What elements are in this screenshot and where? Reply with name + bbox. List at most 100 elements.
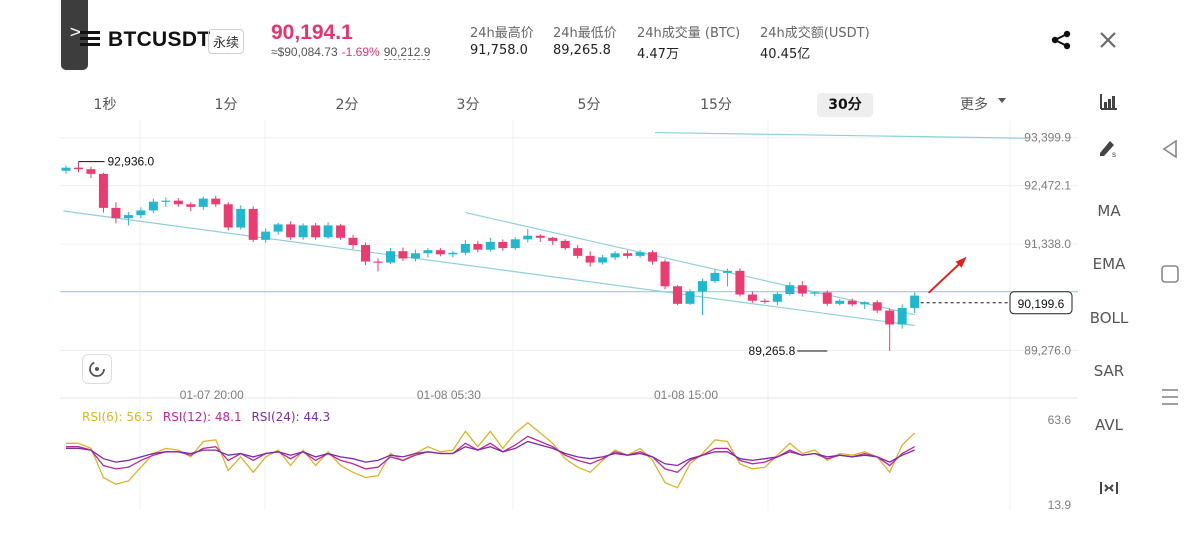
candle-body — [648, 252, 658, 262]
price-axis-label: 91,338.0 — [1024, 237, 1071, 251]
candle-body — [336, 225, 346, 238]
close-icon[interactable] — [1098, 30, 1118, 50]
candle-body — [760, 300, 770, 302]
candle-body — [872, 302, 882, 311]
candle-body — [598, 257, 608, 263]
stat-value-turnover: 40.45亿 — [760, 47, 811, 62]
timeframe-15m[interactable]: 15分 — [700, 97, 732, 113]
trend-arrow-head — [955, 256, 967, 268]
timeframe-2m[interactable]: 2分 — [335, 97, 359, 113]
candle — [697, 278, 707, 316]
candle-body — [398, 251, 408, 259]
reset-view-icon — [89, 361, 105, 377]
candle-body — [910, 295, 920, 308]
drawing-tool-icon[interactable]: s — [1097, 138, 1119, 158]
chart-grid — [60, 120, 1078, 510]
chart-type-icon[interactable] — [1099, 93, 1119, 111]
candle — [835, 299, 845, 306]
candle — [847, 298, 857, 307]
candle — [510, 237, 520, 251]
candle — [298, 223, 308, 240]
rsi12-legend: RSI(12): 48.1 — [162, 410, 242, 424]
candle — [385, 248, 395, 265]
indicator-avl[interactable]: AVL — [1095, 416, 1123, 434]
current-price-label: 90,199.6 — [1018, 297, 1065, 311]
candle — [860, 301, 870, 309]
trendline — [465, 211, 915, 316]
candle-body — [560, 240, 570, 249]
reset-view-button[interactable] — [82, 354, 112, 384]
candle-body — [311, 225, 321, 238]
time-axis: 01-07 20:00 01-08 05:30 01-08 15:00 — [180, 388, 719, 402]
candle-body — [822, 292, 832, 304]
timeframe-5m[interactable]: 5分 — [577, 97, 601, 113]
menu-icon[interactable] — [80, 31, 100, 47]
candle-body — [86, 169, 96, 174]
candle-body — [298, 225, 308, 238]
indicator-ema[interactable]: EMA — [1092, 255, 1126, 273]
candle — [585, 251, 595, 267]
candle — [885, 308, 895, 351]
stat-value-volume: 4.47万 — [637, 47, 679, 62]
candle — [523, 229, 533, 243]
high-price-label: 92,936.0 — [107, 155, 154, 169]
side-panel-toggle[interactable]: > — [61, 0, 88, 70]
candle-body — [573, 248, 583, 256]
home-nav-icon[interactable] — [1160, 264, 1180, 284]
candle — [785, 282, 795, 296]
price-chart[interactable]: 93,399.9 92,472.1 91,338.0 89,276.0 01-07 2… — [0, 120, 1085, 520]
indicator-sar[interactable]: SAR — [1093, 362, 1125, 380]
timeframe-more[interactable]: 更多 — [960, 97, 988, 113]
timeframe-1m[interactable]: 1分 — [214, 97, 238, 113]
usd-price-row: ≈$90,084.73 -1.69% 90,212.9 — [271, 45, 431, 60]
indicator-boll[interactable]: BOLL — [1089, 309, 1129, 327]
candle-body — [523, 235, 533, 240]
candle — [261, 228, 271, 243]
candle — [311, 222, 321, 240]
candle-body — [248, 208, 258, 240]
symbol-name[interactable]: BTCUSDT — [108, 28, 211, 51]
candle-body — [73, 167, 83, 170]
price-axis-label: 89,276.0 — [1024, 343, 1071, 357]
back-nav-icon[interactable] — [1160, 139, 1180, 159]
candle — [460, 239, 470, 256]
usd-price: ≈$90,084.73 — [271, 45, 338, 59]
svg-text:s: s — [1112, 150, 1116, 158]
candle — [623, 250, 633, 259]
candle-body — [885, 310, 895, 325]
candle — [710, 269, 720, 284]
candle — [348, 234, 358, 250]
stat-label-high: 24h最高价 — [470, 26, 534, 41]
trendline — [63, 210, 915, 327]
candle-body — [348, 237, 358, 246]
candle — [635, 250, 645, 258]
candle-body — [585, 255, 595, 263]
collapse-icon[interactable] — [1099, 480, 1119, 496]
candle — [872, 300, 882, 314]
candle — [910, 292, 920, 314]
recents-nav-icon[interactable] — [1161, 387, 1179, 407]
candle — [648, 250, 658, 265]
candle-body — [435, 250, 445, 255]
candle-body — [473, 243, 483, 250]
candle — [722, 268, 732, 287]
candle — [248, 206, 258, 242]
candle-body — [61, 167, 71, 171]
mark-price[interactable]: 90,212.9 — [383, 45, 431, 60]
candle — [236, 205, 246, 230]
time-axis-label: 01-08 05:30 — [417, 388, 481, 402]
share-icon[interactable] — [1050, 30, 1072, 50]
candle-body — [198, 198, 208, 207]
timeframe-3m[interactable]: 3分 — [456, 97, 480, 113]
candle-body — [673, 286, 683, 304]
candle-body — [660, 261, 670, 287]
indicator-ma[interactable]: MA — [1097, 202, 1121, 220]
chevron-right-icon: > — [69, 22, 83, 41]
candle — [86, 166, 96, 178]
timeframe-1s[interactable]: 1秒 — [93, 97, 117, 113]
candle-body — [273, 224, 283, 232]
timeframe-30m[interactable]: 30分 — [817, 93, 873, 117]
candle-body — [236, 208, 246, 228]
candle-body — [548, 237, 558, 241]
candlesticks — [61, 161, 920, 351]
